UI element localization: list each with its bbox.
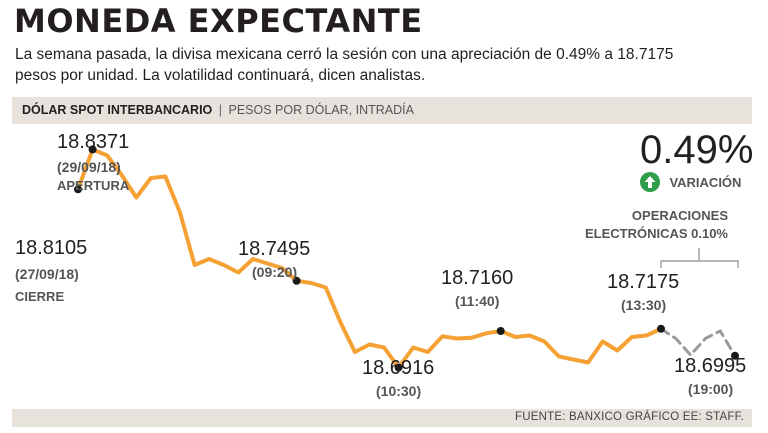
subtitle-line-1: La semana pasada, la divisa mexicana cer… (15, 46, 674, 63)
up-arrow-icon (640, 172, 660, 192)
close-value-label: 18.8105 (15, 237, 88, 259)
p0920-value-label: 18.7495 (238, 238, 311, 260)
series-line-session (76, 147, 663, 370)
p1030-value-label: 18.6916 (362, 357, 435, 379)
marker-open (88, 145, 97, 154)
subtitle: La semana pasada, la divisa mexicana cer… (15, 44, 715, 86)
open-date-label: (29/09/18) (57, 159, 121, 175)
footer-bar: FUENTE: BANXICO GRÁFICO EE: STAFF. (12, 409, 752, 427)
chart-series-title: DÓLAR SPOT INTERBANCARIO (22, 103, 213, 117)
p1030-time-label: (10:30) (376, 383, 422, 399)
p1330-value-label: 18.7175 (607, 271, 680, 293)
header-separator: | (218, 103, 223, 117)
subtitle-line-2: pesos por unidad. La volatilidad continu… (15, 67, 426, 84)
chart-units-label: PESOS POR DÓLAR, INTRADÍA (228, 103, 414, 117)
p1140-value-label: 18.7160 (441, 267, 514, 289)
marker-close (74, 185, 82, 194)
page-title: MONEDA EXPECTANTE (14, 2, 423, 40)
chart-header-bar: DÓLAR SPOT INTERBANCARIO | PESOS POR DÓL… (12, 97, 752, 124)
open-kind-label: APERTURA (57, 178, 130, 193)
electronic-ops-bracket (660, 248, 739, 268)
marker-1140 (496, 327, 505, 335)
close-date-label: (27/09/18) (15, 266, 79, 282)
marker-0920 (292, 276, 301, 285)
p1900-time-label: (19:00) (688, 381, 734, 397)
electronic-ops-line-2: ELECTRÓNICAS 0.10% (584, 226, 728, 241)
open-value-label: 18.8371 (57, 131, 130, 153)
chart-header-text: DÓLAR SPOT INTERBANCARIO | PESOS POR DÓL… (22, 103, 414, 117)
electronic-ops-line-1: OPERACIONES (631, 208, 728, 223)
p1330-time-label: (13:30) (621, 297, 667, 313)
p1900-value-label: 18.6995 (674, 355, 747, 377)
close-kind-label: CIERRE (15, 289, 65, 304)
marker-1330 (657, 324, 665, 333)
electronic-ops-label: OPERACIONES ELECTRÓNICAS 0.10% (585, 207, 728, 243)
variation-label: VARIACIÓN (669, 174, 742, 190)
marker-1900 (731, 351, 739, 360)
marker-1030 (394, 363, 403, 372)
p1140-time-label: (11:40) (455, 293, 500, 309)
data-markers (74, 145, 739, 372)
variation-value: 0.49% (640, 128, 754, 172)
series-line-electronic (659, 327, 737, 358)
bracket-line (660, 248, 739, 268)
p0920-time-label: (09:20) (252, 264, 298, 280)
source-credit: FUENTE: BANXICO GRÁFICO EE: STAFF. (515, 411, 744, 423)
variation-row: VARIACIÓN (640, 172, 741, 192)
